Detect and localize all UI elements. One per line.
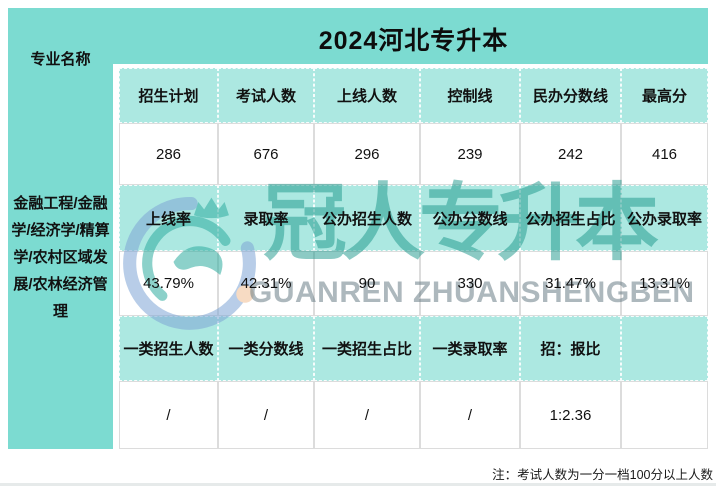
value-cell: /	[218, 381, 314, 449]
header-label: 公办录取率	[626, 210, 702, 228]
header-cell: 公办招生占比	[520, 185, 621, 251]
value-cell: 416	[621, 123, 708, 185]
header-label: 招生计划	[138, 88, 199, 105]
value-label: 296	[354, 145, 380, 163]
value-label: 242	[557, 145, 584, 163]
value-cell: 242	[520, 123, 621, 185]
header-label: 公办招生人数	[321, 210, 412, 228]
value-label: 90	[358, 275, 376, 292]
major-column-header: 专业名称	[30, 51, 91, 68]
value-label: 239	[457, 145, 483, 163]
header-cell: 上线率	[119, 185, 218, 251]
header-label: 上线人数	[336, 88, 397, 105]
value-label: /	[467, 406, 473, 424]
title-banner: 2024河北专升本	[8, 8, 708, 64]
header-cell: 招：报比	[520, 316, 621, 381]
header-cell: 民办分数线	[520, 68, 621, 123]
header-label: 上线率	[145, 210, 191, 228]
value-label: 42.31%	[240, 275, 292, 292]
header-label: 控制线	[447, 88, 493, 105]
value-label: /	[263, 406, 269, 424]
value-label: 31.47%	[545, 275, 596, 292]
header-cell: 公办招生人数	[314, 185, 420, 251]
header-label: 招：报比	[540, 341, 601, 358]
header-label: 一类录取率	[432, 341, 508, 358]
header-cell: 考试人数	[218, 68, 314, 123]
value-cell: 296	[314, 123, 420, 185]
left-panel: 专业名称 金融工程/金融学/经济学/精算学/农村区域发展/农林经济管理	[8, 8, 113, 449]
header-cell: 最高分	[621, 68, 708, 123]
header-label: 民办分数线	[532, 88, 608, 105]
bottom-edge-line	[0, 483, 716, 486]
value-label: 330	[457, 275, 483, 292]
value-label: 416	[651, 145, 678, 163]
value-cell: /	[119, 381, 218, 449]
value-cell: 239	[420, 123, 520, 185]
header-cell: 一类招生占比	[314, 316, 420, 381]
header-label: 一类招生占比	[321, 341, 412, 358]
value-cell: /	[420, 381, 520, 449]
header-cell: 公办录取率	[621, 185, 708, 251]
value-cell: 286	[119, 123, 218, 185]
header-cell	[621, 316, 708, 381]
header-label: 公办招生占比	[525, 210, 616, 228]
header-cell: 录取率	[218, 185, 314, 251]
header-cell: 上线人数	[314, 68, 420, 123]
value-cell: /	[314, 381, 420, 449]
header-cell: 招生计划	[119, 68, 218, 123]
header-label: 考试人数	[235, 88, 296, 105]
value-label: 43.79%	[143, 275, 194, 292]
value-label: /	[364, 406, 370, 424]
value-cell: 330	[420, 251, 520, 316]
header-cell: 公办分数线	[420, 185, 520, 251]
major-name: 金融工程/金融学/经济学/精算学/农村区域发展/农林经济管理	[11, 195, 110, 320]
header-cell: 一类分数线	[218, 316, 314, 381]
value-cell: 90	[314, 251, 420, 316]
header-cell: 控制线	[420, 68, 520, 123]
value-cell	[621, 381, 708, 449]
data-table: 招生计划 考试人数 上线人数 控制线 民办分数线 最高分 286 676 296…	[119, 68, 708, 449]
value-label: 1:2.36	[549, 406, 592, 424]
header-label: 公办分数线	[432, 210, 508, 228]
value-label: 676	[253, 145, 279, 163]
header-label: 录取率	[243, 210, 289, 228]
header-label: 一类分数线	[228, 341, 304, 358]
page-title: 2024河北专升本	[318, 27, 509, 55]
value-label: 286	[155, 145, 182, 163]
value-cell: 31.47%	[520, 251, 621, 316]
header-cell: 一类录取率	[420, 316, 520, 381]
footnote: 注：考试人数为一分一档100分以上人数	[492, 468, 713, 482]
value-cell: 13.31%	[621, 251, 708, 316]
value-label: /	[166, 406, 171, 424]
header-label: 一类招生人数	[123, 341, 214, 358]
value-cell: 43.79%	[119, 251, 218, 316]
value-cell: 1:2.36	[520, 381, 621, 449]
value-cell: 676	[218, 123, 314, 185]
value-label: 13.31%	[639, 275, 690, 292]
header-cell: 一类招生人数	[119, 316, 218, 381]
value-cell: 42.31%	[218, 251, 314, 316]
header-label: 最高分	[641, 88, 687, 105]
